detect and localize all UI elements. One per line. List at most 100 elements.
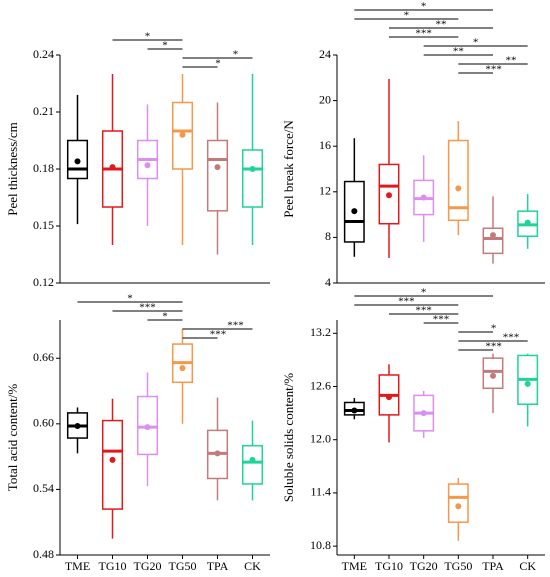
x-tick-label: CK (519, 559, 536, 573)
box-group (206, 102, 229, 255)
significance-label: *** (433, 314, 450, 326)
mean (524, 219, 531, 226)
panel: 0.48 0.54 0.60 0.66 Total acid content/% TME T… (5, 293, 270, 573)
mean (74, 158, 81, 165)
significance-label: *** (210, 329, 227, 341)
y-tick-label: 12.6 (310, 378, 331, 392)
significance-label: * (127, 293, 133, 305)
box-group (447, 121, 469, 236)
mean (179, 365, 186, 372)
x-tick-label: TPA (207, 559, 229, 573)
box (206, 139, 229, 212)
box-group (413, 390, 435, 438)
y-tick-label: 0.18 (33, 161, 54, 175)
x-tick-label: TPA (482, 559, 504, 573)
box (241, 149, 264, 208)
mean (524, 380, 531, 387)
significance-label: *** (503, 332, 520, 344)
mean (144, 162, 151, 169)
x-tick-label: TG10 (375, 559, 403, 573)
box-group (482, 353, 504, 414)
y-tick-label: 12 (319, 184, 331, 198)
box-group (171, 328, 194, 424)
box-group (517, 194, 539, 249)
significance-label: * (215, 58, 221, 70)
significance-label: *** (485, 341, 502, 353)
significance-label: * (162, 311, 168, 323)
box-group (66, 407, 89, 454)
significance-label: *** (139, 302, 156, 314)
x-tick-label: TG10 (99, 559, 127, 573)
box (378, 163, 400, 225)
box-group (378, 364, 400, 443)
y-axis-label: Peel break force/N (281, 120, 296, 218)
x-tick-label: TG50 (444, 559, 472, 573)
box-group (136, 372, 159, 487)
box (343, 401, 365, 416)
box (482, 227, 504, 255)
significance-label: * (421, 1, 427, 13)
x-tick-label: TG50 (169, 559, 197, 573)
box (101, 419, 124, 510)
y-axis-label: Total acid content/% (5, 384, 20, 492)
mean (214, 450, 221, 457)
box-group (241, 420, 264, 501)
box (66, 139, 89, 180)
mean (109, 456, 116, 463)
box (241, 444, 264, 485)
significance-label: * (233, 49, 239, 61)
y-tick-label: 0.48 (33, 547, 54, 561)
mean (490, 372, 496, 379)
y-axis-label: Soluble solids content/% (281, 373, 296, 502)
box (447, 483, 469, 523)
mean (455, 185, 462, 192)
box (343, 180, 365, 243)
significance-label: *** (398, 296, 415, 308)
box (482, 357, 504, 390)
box-group (517, 353, 539, 427)
mean (386, 394, 392, 401)
mean (249, 456, 256, 463)
x-tick-label: TG20 (134, 559, 162, 573)
y-tick-label: 4 (325, 275, 331, 289)
y-tick-label: 0.54 (33, 481, 54, 495)
box-group (413, 155, 435, 242)
significance-label: * (421, 287, 427, 299)
y-tick-label: 24 (319, 47, 331, 61)
mean (490, 232, 496, 239)
significance-label: * (145, 31, 151, 43)
y-tick-label: 0.60 (33, 416, 54, 430)
mean (249, 166, 256, 172)
significance-label: * (473, 37, 479, 49)
y-tick-label: 0.21 (33, 104, 54, 118)
x-tick-label: CK (244, 559, 261, 573)
y-tick-label: 0.24 (33, 47, 54, 61)
y-tick-label: 0.12 (33, 275, 54, 289)
y-tick-label: 16 (319, 138, 331, 152)
box (171, 101, 194, 170)
y-tick-label: 0.66 (33, 350, 54, 364)
mean (351, 407, 358, 414)
mean (74, 423, 81, 430)
x-tick-label: TME (342, 559, 367, 573)
significance-label: *** (485, 64, 502, 76)
significance-label: *** (415, 305, 432, 317)
panel: 10.8 11.4 12.0 12.6 13.2 Soluble solids conte… (281, 287, 545, 573)
y-tick-label: 11.4 (310, 485, 331, 499)
box-group (66, 94, 89, 225)
box (136, 395, 159, 456)
significance-label: ** (506, 55, 517, 67)
y-tick-label: 8 (325, 229, 331, 243)
mean (214, 164, 221, 171)
significance-label: * (404, 10, 410, 22)
x-tick-label: TG20 (410, 559, 438, 573)
significance-label: *** (415, 28, 432, 40)
x-tick-label: TME (65, 559, 90, 573)
y-tick-label: 13.2 (310, 325, 331, 339)
box (447, 139, 469, 222)
box-group (482, 196, 504, 264)
box-group (378, 78, 400, 258)
box-group (101, 74, 124, 245)
box-group (447, 477, 469, 541)
